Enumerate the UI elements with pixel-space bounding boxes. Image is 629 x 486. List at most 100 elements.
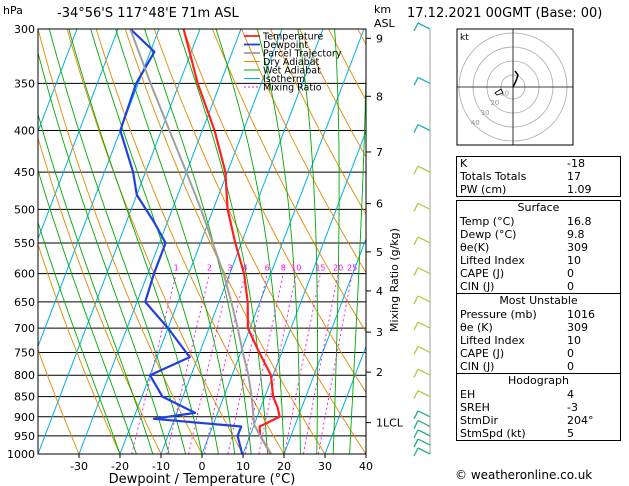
- index-label: CIN (J): [460, 360, 495, 373]
- wet-adiabat-line: [38, 51, 170, 454]
- hodograph-ring-label: 30: [481, 109, 490, 117]
- temperature-profile: [182, 29, 281, 454]
- section-title: Hodograph: [508, 374, 569, 387]
- pressure-tick-label: 500: [14, 203, 35, 216]
- km-tick-label: 9: [376, 32, 383, 45]
- pressure-tick-label: 650: [14, 296, 35, 309]
- dewpoint-profile: [119, 29, 244, 454]
- x-tick-label: -10: [152, 460, 170, 473]
- wind-barb-flag: [413, 236, 419, 246]
- wet-adiabat-line: [144, 29, 252, 454]
- dry-adiabat-line: [153, 29, 366, 454]
- isotherm-line: [160, 29, 324, 454]
- isotherm-line: [78, 29, 242, 454]
- pressure-tick-label: 350: [14, 77, 35, 90]
- pressure-tick-label: 600: [14, 268, 35, 281]
- mixing-ratio-line: [284, 273, 321, 454]
- index-label: PW (cm): [460, 183, 507, 196]
- index-label: StmDir: [460, 414, 499, 427]
- mixing-ratio-value: 3: [227, 264, 232, 273]
- wind-barb: [417, 438, 431, 446]
- mixing-ratio-line: [204, 273, 246, 454]
- mixing-ratio-line: [166, 273, 210, 454]
- index-value: 17: [567, 170, 581, 183]
- index-row: EH 4: [457, 388, 620, 401]
- isotherm-line: [38, 29, 78, 133]
- wind-barb-flag: [413, 420, 419, 429]
- wind-barb: [417, 345, 431, 354]
- index-value: 0: [567, 280, 574, 293]
- index-label: θe(K): [460, 241, 490, 254]
- index-row: θe (K) 309: [457, 321, 620, 334]
- wind-barb-flag: [413, 390, 419, 399]
- indices-main-panel: Surface Temp (°C) 16.8 Dewp (°C) 9.8 θe(K) 309…: [456, 200, 621, 441]
- km-tick-label: 4: [376, 285, 383, 298]
- x-tick-label: 20: [277, 460, 291, 473]
- mixing-ratio-value: 15: [315, 264, 325, 273]
- index-row: CIN (J) 0: [457, 360, 620, 373]
- wind-barb-flag: [413, 124, 419, 133]
- legend-entry: Parcel Trajectory: [263, 49, 342, 60]
- legend-entry: Isotherm: [263, 74, 305, 85]
- index-value: 10: [567, 334, 581, 347]
- index-row: Lifted Index 10: [457, 254, 620, 267]
- isotherm-line: [324, 345, 366, 454]
- y-axis-title: hPa: [3, 4, 23, 17]
- wet-adiabat-line: [38, 168, 137, 454]
- wind-barb: [417, 321, 431, 329]
- wet-adiabat-line: [115, 29, 236, 454]
- section-title: Surface: [517, 201, 560, 214]
- wet-adiabat-line: [48, 29, 187, 454]
- index-row: Lifted Index 10: [457, 334, 620, 347]
- index-row: θe(K) 309: [457, 241, 620, 254]
- index-label: Lifted Index: [460, 334, 525, 347]
- legend-entry: Mixing Ratio: [263, 83, 322, 94]
- wet-adiabat-line: [38, 112, 154, 454]
- index-value: 0: [567, 360, 574, 373]
- x-tick-label: -30: [70, 460, 88, 473]
- index-value: 1016: [567, 308, 595, 321]
- wind-barb-flag: [413, 410, 419, 420]
- legend-entry: Dewpoint: [263, 40, 308, 51]
- mixing-ratio-value: 25: [347, 264, 357, 273]
- location-header: -34°56'S 117°48'E 71m ASL: [57, 6, 239, 21]
- wind-barb-flag: [413, 321, 419, 331]
- wet-adiabat-line: [256, 29, 301, 454]
- km-tick-label: 5: [376, 246, 383, 259]
- km-axis-title: ASL: [374, 17, 396, 30]
- mixing-ratio-line: [188, 273, 231, 454]
- dry-adiabat-line: [38, 29, 203, 454]
- km-tick-label: 1LCL: [376, 417, 404, 430]
- km-tick-label: 8: [376, 90, 383, 103]
- index-row: CIN (J) 0: [457, 280, 620, 293]
- wind-barb: [417, 76, 431, 84]
- index-row: K -18: [457, 157, 620, 170]
- wind-barb-flag: [413, 368, 419, 378]
- x-tick-label: 40: [359, 460, 373, 473]
- mixing-ratio-line: [258, 273, 297, 454]
- wind-barb-flag: [413, 267, 419, 276]
- unstable-section: Most Unstable Pressure (mb) 1016 θe (K) 309 L…: [457, 293, 620, 373]
- wind-barb-flag: [413, 447, 419, 457]
- index-row: PW (cm) 1.09: [457, 183, 620, 196]
- wind-barb: [417, 22, 431, 30]
- index-value: 5: [567, 427, 574, 440]
- wet-adiabat-line: [38, 220, 121, 454]
- dry-adiabat-line: [38, 243, 121, 454]
- mixing-ratio-value: 2: [207, 264, 212, 273]
- wind-barb: [417, 368, 431, 376]
- hodograph-ring-label: 40: [471, 119, 480, 127]
- index-row: Temp (°C) 16.8: [457, 215, 620, 228]
- legend-entry: Temperature: [262, 32, 323, 43]
- mixing-ratio-axis-title: Mixing Ratio (g/kg): [388, 228, 401, 332]
- mixing-ratio-line: [317, 273, 353, 454]
- indices-top-panel: K -18 Totals Totals 17 PW (cm) 1.09: [456, 156, 621, 197]
- legend-entry: Dry Adiabat: [263, 57, 320, 68]
- copyright-text: © weatheronline.co.uk: [455, 468, 593, 482]
- pressure-tick-label: 750: [14, 346, 35, 359]
- dry-adiabat-line: [38, 136, 162, 454]
- wind-barb: [417, 410, 431, 418]
- mixing-ratio-value: 4: [243, 264, 248, 273]
- section-title: Most Unstable: [499, 294, 578, 307]
- wind-barb: [417, 390, 431, 398]
